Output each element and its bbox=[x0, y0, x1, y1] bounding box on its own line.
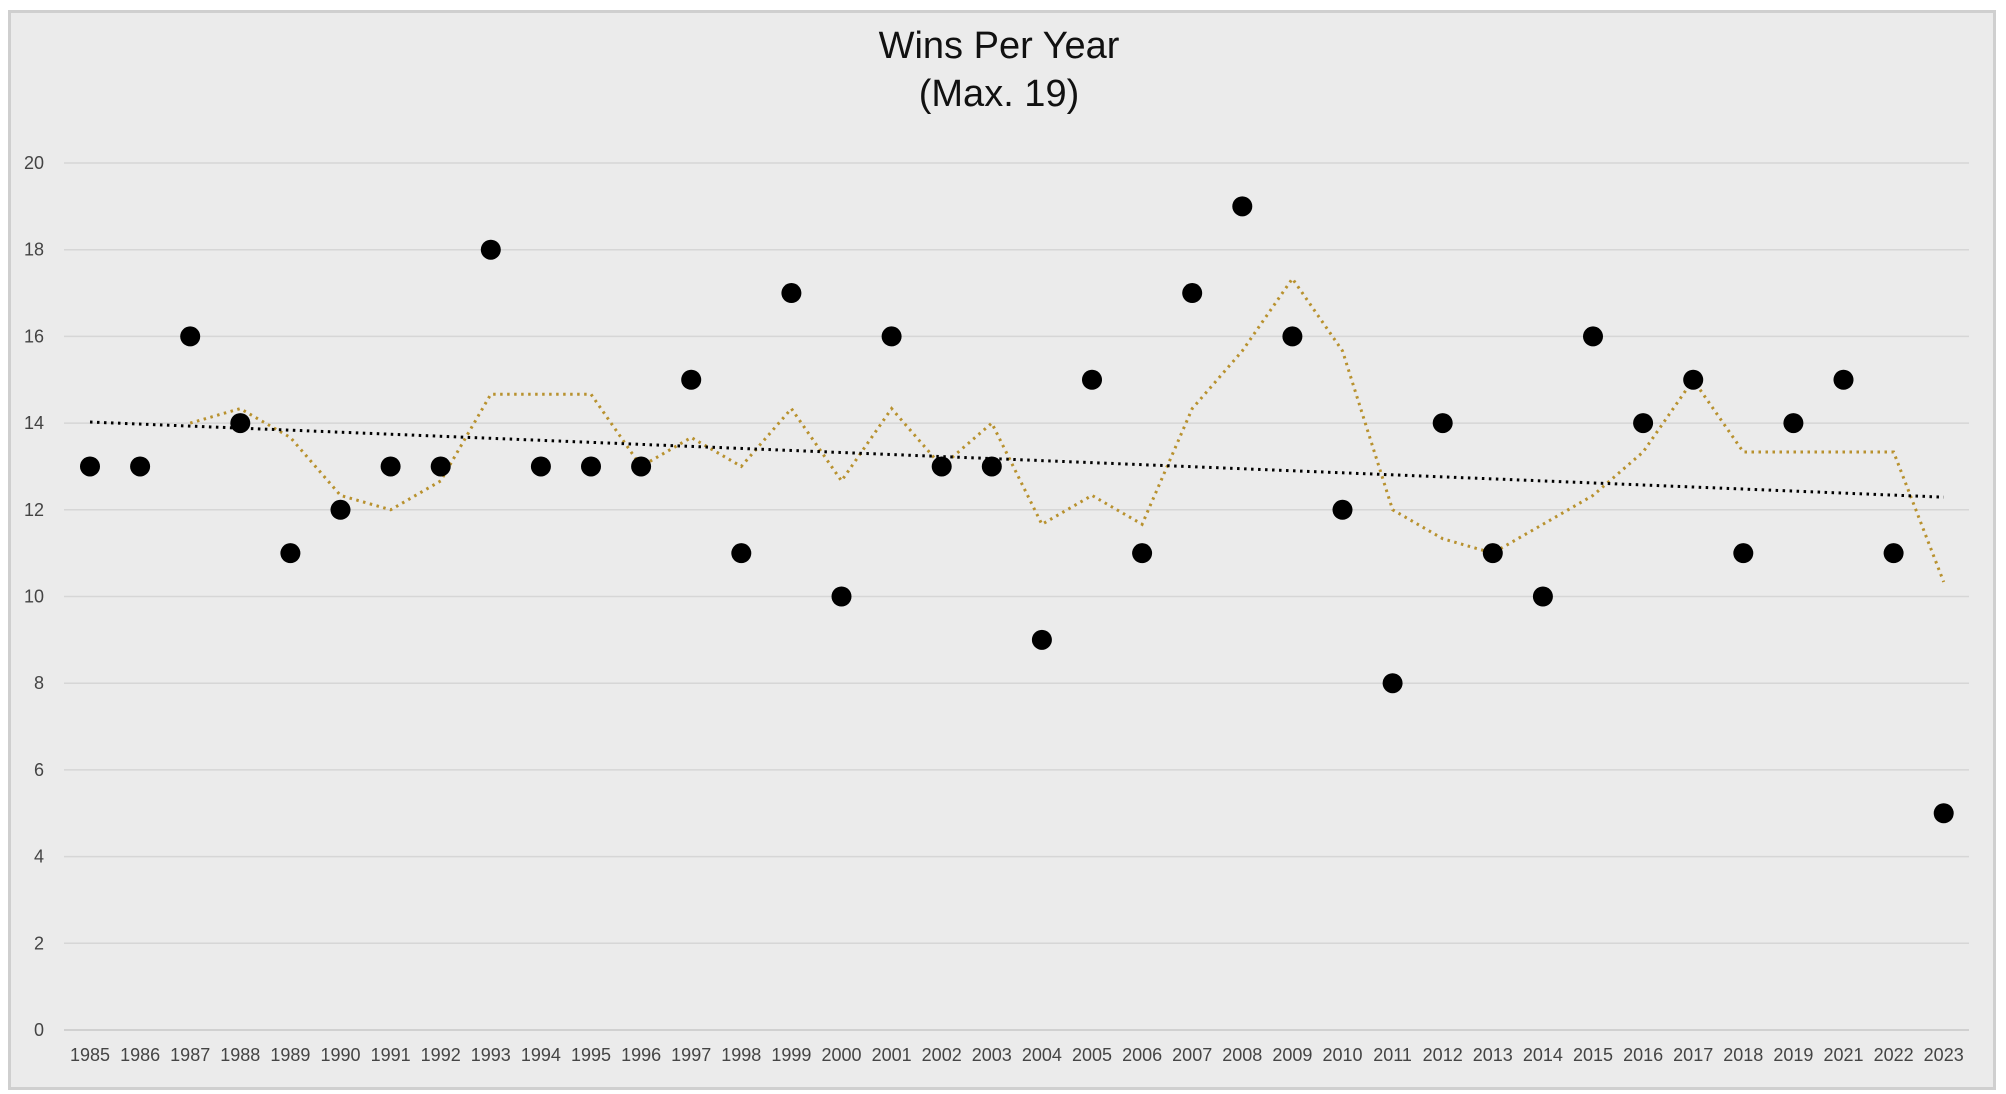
chart-frame: 0 2 4 6 8 10 12 14 16 18 20 1985 1986 1987 1988 1989 19… bbox=[8, 10, 1996, 1090]
x-tick-label: 1993 bbox=[471, 1045, 511, 1065]
y-tick-label: 18 bbox=[24, 240, 44, 260]
x-tick-label: 2019 bbox=[1773, 1045, 1813, 1065]
data-point bbox=[1232, 196, 1253, 217]
data-point bbox=[280, 543, 301, 564]
x-tick-label: 1995 bbox=[571, 1045, 611, 1065]
x-tick-label: 2016 bbox=[1623, 1045, 1663, 1065]
grid-lines bbox=[64, 162, 1969, 1031]
data-point bbox=[781, 283, 802, 304]
x-tick-label: 2013 bbox=[1473, 1045, 1513, 1065]
x-tick-label: 2012 bbox=[1423, 1045, 1463, 1065]
x-tick-label: 2006 bbox=[1122, 1045, 1162, 1065]
linear-trendline bbox=[89, 420, 1944, 499]
y-tick-label: 6 bbox=[34, 760, 44, 780]
data-point bbox=[1583, 326, 1603, 347]
x-axis-ticks: 1985 1986 1987 1988 1989 1990 1991 1992 1993 1994… bbox=[70, 1045, 1964, 1065]
x-tick-label: 2017 bbox=[1673, 1045, 1713, 1065]
x-tick-label: 2014 bbox=[1523, 1045, 1563, 1065]
data-point bbox=[1182, 283, 1203, 304]
data-point bbox=[1482, 543, 1503, 564]
data-point bbox=[380, 456, 401, 477]
data-point bbox=[1933, 803, 1954, 824]
x-tick-label: 2005 bbox=[1072, 1045, 1112, 1065]
x-tick-label: 2022 bbox=[1874, 1045, 1914, 1065]
data-point bbox=[1031, 629, 1052, 650]
data-point bbox=[1633, 413, 1654, 434]
data-point bbox=[731, 543, 752, 564]
data-point bbox=[1733, 543, 1754, 564]
x-tick-label: 1989 bbox=[270, 1045, 310, 1065]
data-point bbox=[1332, 499, 1353, 520]
x-tick-label: 1992 bbox=[421, 1045, 461, 1065]
y-axis-ticks: 0 2 4 6 8 10 12 14 16 18 20 bbox=[24, 153, 44, 1040]
x-tick-label: 1986 bbox=[120, 1045, 160, 1065]
data-point bbox=[1833, 369, 1854, 390]
y-tick-label: 16 bbox=[24, 326, 44, 346]
moving-average-trendline bbox=[189, 275, 1946, 583]
x-tick-label: 2011 bbox=[1373, 1045, 1412, 1065]
data-point bbox=[1783, 413, 1804, 434]
data-points bbox=[80, 196, 1954, 824]
x-tick-label: 2007 bbox=[1172, 1045, 1212, 1065]
data-point bbox=[931, 456, 952, 477]
data-point bbox=[330, 499, 351, 520]
data-point bbox=[981, 456, 1002, 477]
data-point bbox=[180, 326, 201, 347]
y-tick-label: 20 bbox=[24, 153, 44, 173]
x-tick-label: 2008 bbox=[1222, 1045, 1262, 1065]
x-tick-label: 1997 bbox=[671, 1045, 711, 1065]
x-tick-label: 2003 bbox=[972, 1045, 1012, 1065]
data-point bbox=[430, 456, 451, 477]
data-point bbox=[1432, 413, 1453, 434]
x-tick-label: 2004 bbox=[1022, 1045, 1062, 1065]
x-tick-label: 2002 bbox=[922, 1045, 962, 1065]
x-tick-label: 2000 bbox=[821, 1045, 861, 1065]
x-tick-label: 2021 bbox=[1823, 1045, 1863, 1065]
data-point bbox=[1282, 326, 1303, 347]
x-tick-label: 2010 bbox=[1322, 1045, 1362, 1065]
x-tick-label: 1987 bbox=[170, 1045, 210, 1065]
data-point bbox=[831, 586, 852, 607]
x-tick-label: 2018 bbox=[1723, 1045, 1763, 1065]
x-tick-label: 2015 bbox=[1573, 1045, 1613, 1065]
trendlines bbox=[89, 275, 1946, 583]
data-point bbox=[1132, 543, 1153, 564]
y-tick-label: 12 bbox=[24, 500, 44, 520]
y-tick-label: 8 bbox=[34, 673, 44, 693]
data-point bbox=[230, 413, 251, 434]
x-tick-label: 2009 bbox=[1272, 1045, 1312, 1065]
data-point bbox=[480, 239, 501, 260]
x-tick-label: 1991 bbox=[371, 1045, 411, 1065]
x-tick-label: 1998 bbox=[721, 1045, 761, 1065]
data-point bbox=[1532, 586, 1553, 607]
x-tick-label: 2023 bbox=[1924, 1045, 1964, 1065]
x-tick-label: 1990 bbox=[320, 1045, 360, 1065]
y-tick-label: 4 bbox=[34, 847, 44, 867]
data-point bbox=[80, 456, 100, 477]
data-point bbox=[881, 326, 902, 347]
data-point bbox=[1883, 543, 1904, 564]
x-tick-label: 1985 bbox=[70, 1045, 110, 1065]
data-point bbox=[1082, 369, 1102, 390]
y-tick-label: 2 bbox=[34, 933, 44, 953]
data-point bbox=[631, 456, 652, 477]
data-point bbox=[530, 456, 551, 477]
chart-title: Wins Per Year bbox=[879, 25, 1120, 67]
y-tick-label: 14 bbox=[24, 413, 44, 433]
data-point bbox=[1382, 673, 1403, 694]
y-tick-label: 0 bbox=[34, 1020, 44, 1040]
data-point bbox=[581, 456, 601, 477]
x-tick-label: 1996 bbox=[621, 1045, 661, 1065]
data-point bbox=[130, 456, 151, 477]
x-tick-label: 1999 bbox=[771, 1045, 811, 1065]
x-tick-label: 1994 bbox=[521, 1045, 561, 1065]
data-point bbox=[1683, 369, 1704, 390]
y-tick-label: 10 bbox=[24, 587, 44, 607]
x-tick-label: 1988 bbox=[220, 1045, 260, 1065]
x-tick-label: 2001 bbox=[872, 1045, 912, 1065]
chart-subtitle: (Max. 19) bbox=[919, 73, 1079, 115]
data-point bbox=[681, 369, 702, 390]
